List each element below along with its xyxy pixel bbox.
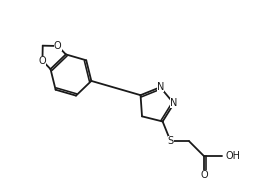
- Text: O: O: [54, 41, 61, 51]
- Text: N: N: [170, 98, 178, 109]
- Text: O: O: [39, 56, 46, 66]
- Text: S: S: [167, 136, 174, 146]
- Text: OH: OH: [225, 151, 240, 161]
- Text: O: O: [200, 170, 208, 180]
- Text: N: N: [157, 82, 164, 92]
